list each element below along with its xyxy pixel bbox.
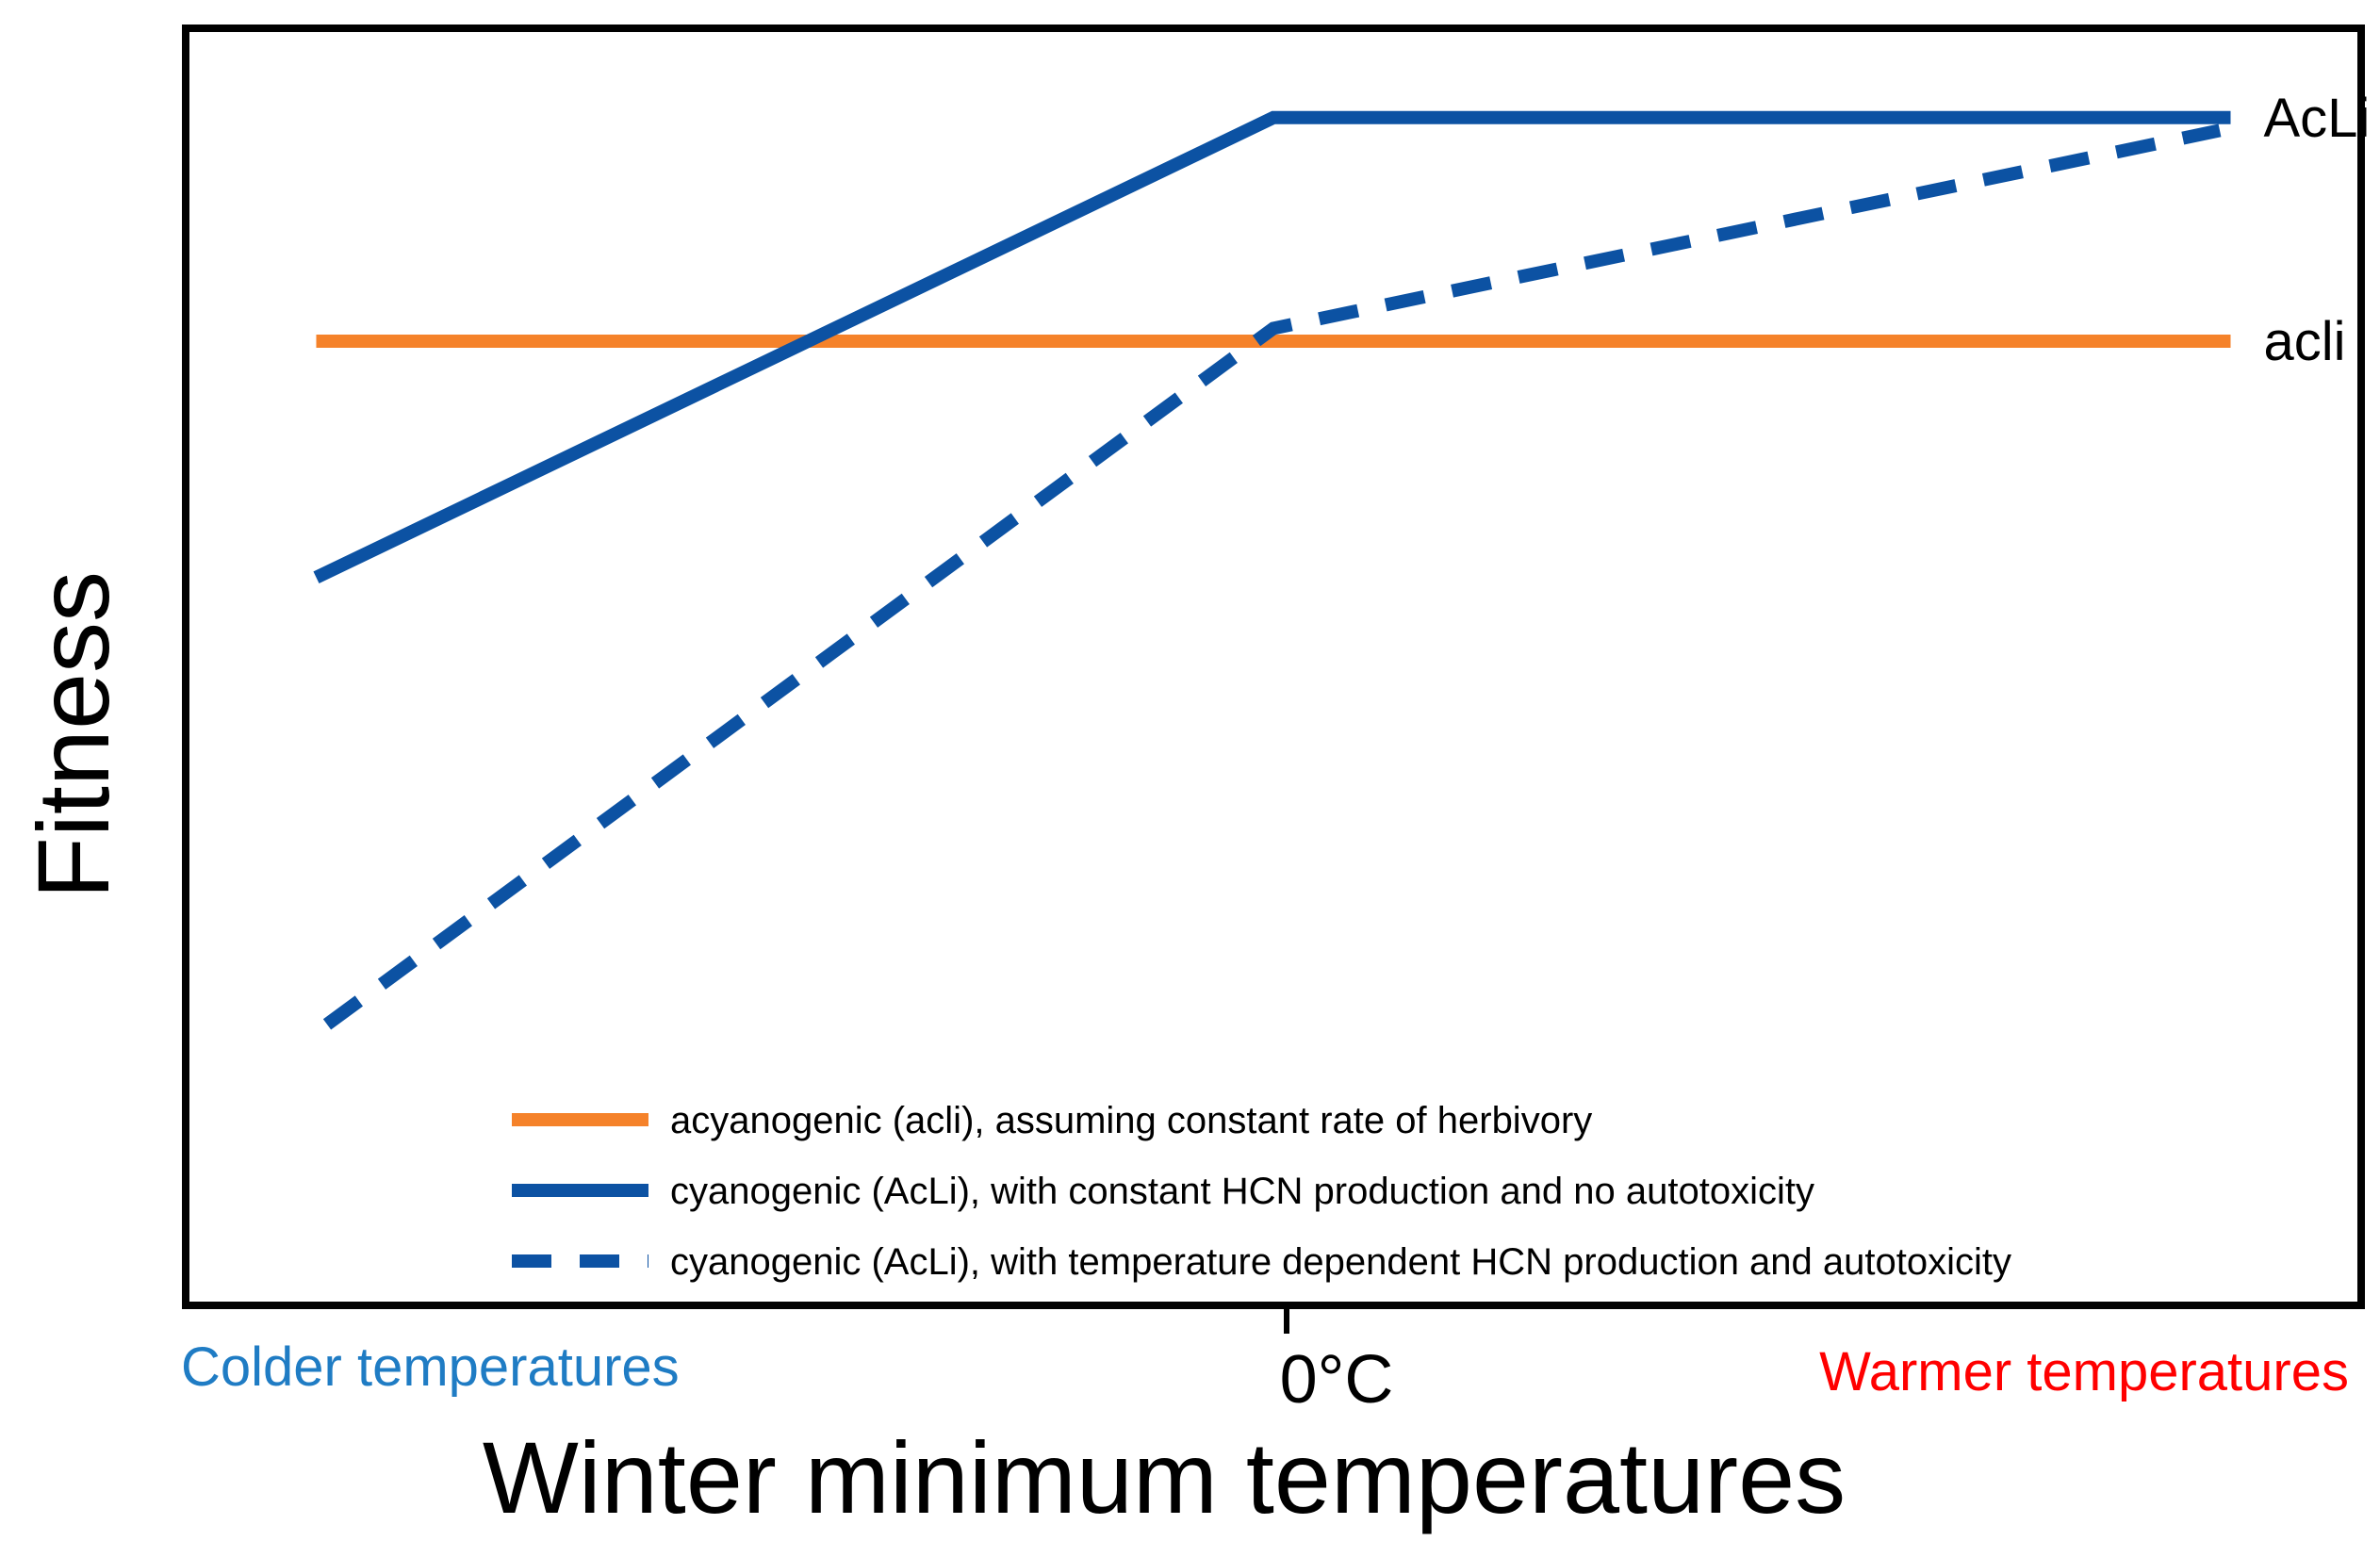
legend: acyanogenic (acli), assuming constant ra… xyxy=(512,1100,2011,1283)
x-axis-title: Winter minimum temperatures xyxy=(483,1420,1846,1534)
series-line-cyanogenic_constant xyxy=(313,110,2231,584)
x-left-end-label: Colder temperatures xyxy=(181,1336,680,1398)
x-right-end-label: Warmer temperatures xyxy=(1819,1341,2349,1402)
x-axis-tick-label: 0°C xyxy=(1280,1342,1394,1418)
series-layer xyxy=(313,110,2231,1030)
legend-label-acyanogenic: acyanogenic (acli), assuming constant ra… xyxy=(670,1100,1592,1141)
plot-frame xyxy=(182,25,2365,1309)
series-line-cyanogenic_temp xyxy=(322,123,2222,1030)
legend-label-cyanogenic_constant: cyanogenic (AcLi), with constant HCN pro… xyxy=(670,1171,1814,1212)
line-label-acyanogenic: acli xyxy=(2264,311,2346,372)
y-axis-title: Fitness xyxy=(16,571,130,899)
legend-label-cyanogenic_temp: cyanogenic (AcLi), with temperature depe… xyxy=(670,1241,2011,1283)
line-label-layer: acli AcLi xyxy=(2264,88,2371,372)
line-label-cyanogenic_constant: AcLi xyxy=(2264,88,2371,149)
